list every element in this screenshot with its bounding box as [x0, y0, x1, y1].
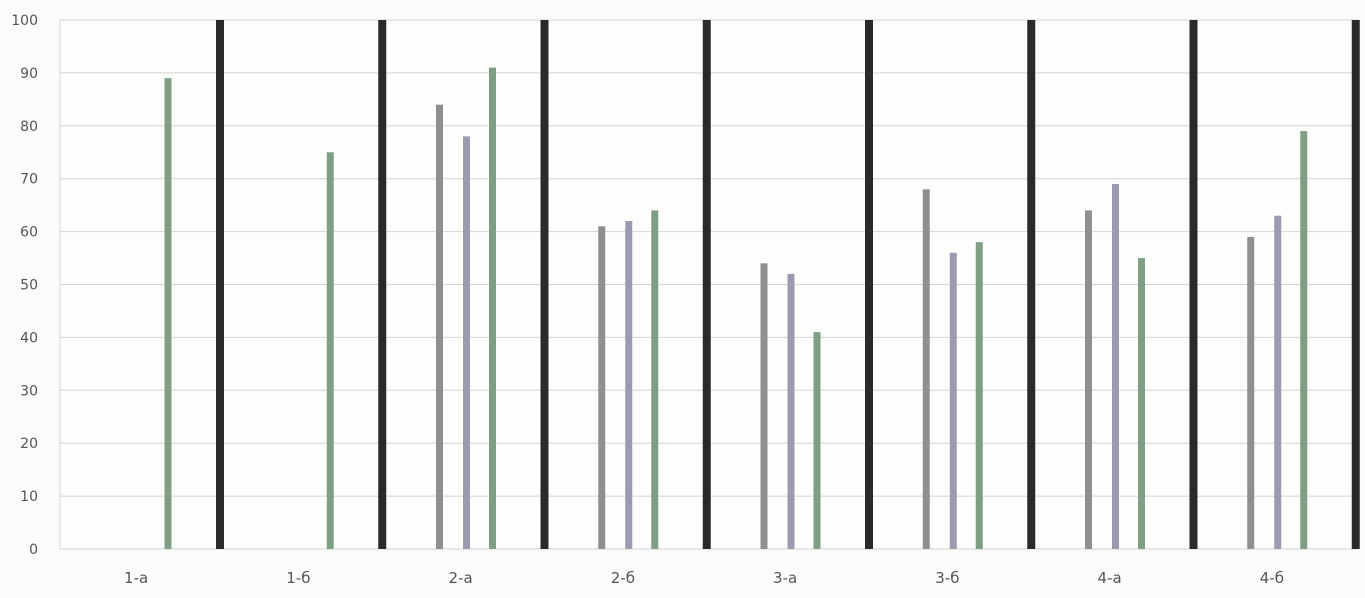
bar-4-б-series-4	[1351, 20, 1360, 549]
bar-4-б-series-2	[1274, 215, 1282, 550]
x-tick-label: 4-б	[1260, 569, 1284, 587]
bar-2-б-series-1	[598, 226, 606, 549]
y-tick-label: 50	[20, 278, 38, 294]
bar-2-б-series-3	[651, 210, 659, 549]
x-axis: 1-а 1-б 2-а 2-б 3-а 3-б 4-а 4-б	[124, 569, 1284, 587]
bar-2-б-series-4	[702, 20, 711, 549]
bar-3-б-series-1	[922, 189, 930, 549]
bar-3-б-series-4	[1027, 20, 1036, 549]
x-tick-label: 3-б	[935, 569, 959, 587]
x-tick-label: 1-б	[286, 569, 310, 587]
bar-4-б-series-3	[1300, 131, 1308, 549]
bar-1-б-series-3	[326, 152, 334, 549]
y-tick-label: 70	[20, 172, 38, 188]
y-axis: 0 10 20 30 40 50 60 70 80 90 100	[11, 13, 38, 558]
bar-2-б-series-2	[625, 221, 633, 549]
bar-3-а-series-2	[787, 273, 795, 549]
y-tick-label: 100	[11, 13, 38, 29]
bar-2-а-series-3	[489, 67, 496, 550]
y-tick-label: 30	[20, 383, 38, 399]
x-tick-label: 2-а	[449, 569, 473, 587]
y-tick-label: 0	[29, 542, 38, 558]
x-tick-label: 1-а	[124, 569, 148, 587]
y-tick-label: 60	[20, 225, 38, 241]
x-tick-label: 3-а	[773, 569, 797, 587]
x-tick-label: 4-а	[1098, 569, 1122, 587]
bar-2-а-series-2	[463, 136, 470, 549]
y-tick-label: 90	[20, 66, 38, 82]
bar-3-б-series-3	[975, 242, 983, 549]
bar-4-а-series-1	[1085, 210, 1092, 549]
bars	[164, 20, 1360, 550]
bar-2-а-series-1	[436, 104, 443, 549]
bar-4-а-series-4	[1189, 20, 1198, 549]
bar-3-а-series-4	[865, 20, 873, 549]
bar-4-а-series-2	[1112, 183, 1119, 550]
y-tick-label: 80	[20, 119, 38, 135]
bar-3-а-series-1	[760, 263, 768, 549]
bar-4-а-series-3	[1138, 258, 1145, 549]
bar-3-б-series-2	[949, 252, 957, 549]
bar-1-а-series-3	[164, 78, 172, 549]
bar-2-а-series-4	[540, 20, 549, 549]
bar-1-б-series-4	[378, 20, 387, 549]
bar-3-а-series-3	[813, 332, 821, 549]
y-tick-label: 40	[20, 330, 38, 346]
bar-1-а-series-4	[216, 20, 224, 549]
y-tick-label: 20	[20, 436, 38, 452]
x-tick-label: 2-б	[611, 569, 635, 587]
bar-4-б-series-1	[1247, 236, 1255, 549]
y-tick-label: 10	[20, 489, 38, 505]
